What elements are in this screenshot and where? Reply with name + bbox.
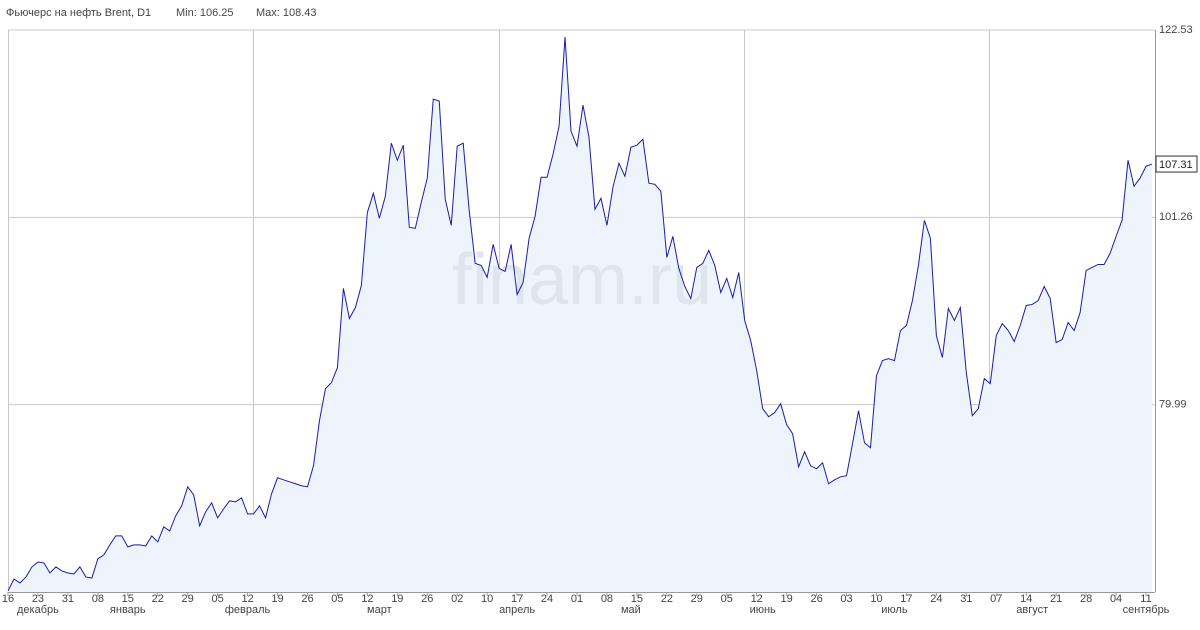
x-tick-label: 07: [990, 593, 1002, 605]
x-tick-label: 19: [781, 593, 793, 605]
month-label: февраль: [225, 604, 271, 616]
x-tick-label: 14: [1020, 593, 1032, 605]
y-tick-label: 101.26: [1159, 211, 1193, 223]
x-tick-label: 19: [391, 593, 403, 605]
x-tick-label: 03: [840, 593, 852, 605]
x-tick-label: 17: [900, 593, 912, 605]
x-tick-label: 08: [92, 593, 104, 605]
month-label: июнь: [750, 604, 776, 616]
x-tick-label: 31: [960, 593, 972, 605]
min-label: Min: 106.25: [176, 7, 233, 19]
x-tick-label: 29: [691, 593, 703, 605]
x-tick-label: 10: [870, 593, 882, 605]
x-tick-label: 12: [241, 593, 253, 605]
month-label: март: [367, 604, 392, 616]
x-tick-label: 02: [451, 593, 463, 605]
x-tick-label: 26: [421, 593, 433, 605]
month-label: май: [621, 604, 641, 616]
last-value-box: [1155, 155, 1198, 173]
watermark: finam.ru: [452, 240, 712, 320]
x-tick-label: 15: [631, 593, 643, 605]
x-tick-label: 19: [271, 593, 283, 605]
y-tick-label: 122.53: [1159, 24, 1193, 36]
x-tick-label: 24: [541, 593, 553, 605]
month-label: июль: [881, 604, 908, 616]
last-value-label: 107.31: [1159, 159, 1193, 171]
x-tick-label: 11: [1140, 593, 1151, 605]
x-tick-label: 17: [511, 593, 523, 605]
x-tick-label: 21: [1050, 593, 1062, 605]
month-label: декабрь: [17, 604, 59, 616]
month-label: апрель: [499, 604, 535, 616]
month-label: август: [1016, 604, 1048, 616]
max-label: Max: 108.43: [256, 7, 317, 19]
x-tick-label: 05: [721, 593, 733, 605]
x-tick-label: 23: [32, 593, 44, 605]
x-tick-label: 08: [601, 593, 613, 605]
x-tick-label: 22: [661, 593, 673, 605]
x-tick-label: 12: [361, 593, 373, 605]
line: [7, 37, 1153, 592]
x-tick-label: 28: [1080, 593, 1092, 605]
x-tick-label: 29: [182, 593, 194, 605]
x-tick-label: 15: [122, 593, 134, 605]
x-tick-label: 01: [571, 593, 583, 605]
x-tick-label: 10: [481, 593, 493, 605]
x-tick-label: 31: [62, 593, 74, 605]
x-tick-label: 22: [152, 593, 164, 605]
x-tick-label: 05: [212, 593, 224, 605]
x-tick-label: 16: [2, 593, 14, 605]
x-tick-label: 05: [331, 593, 343, 605]
x-tick-label: 26: [810, 593, 822, 605]
x-tick-label: 24: [930, 593, 942, 605]
area: [8, 37, 1152, 593]
month-label: сентябрь: [1123, 604, 1170, 616]
x-tick-label: 04: [1110, 593, 1122, 605]
y-tick-label: 79.99: [1159, 399, 1187, 411]
x-tick-label: 26: [301, 593, 313, 605]
month-label: январь: [110, 604, 146, 616]
x-tick-label: 12: [751, 593, 763, 605]
chart-title: Фьючерс на нефть Brent, D1: [6, 7, 151, 19]
